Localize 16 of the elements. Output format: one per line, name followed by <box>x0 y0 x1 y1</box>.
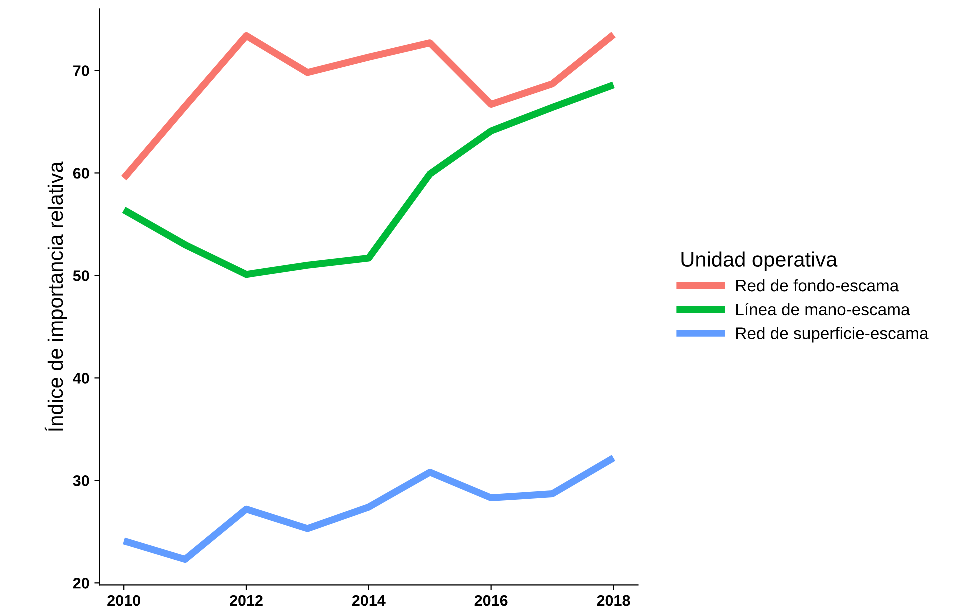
x-tick-label: 2012 <box>230 595 263 606</box>
y-tick-label: 70 <box>74 66 90 76</box>
legend-title: Unidad operativa <box>682 252 838 272</box>
x-tick-label: 2018 <box>597 595 630 606</box>
y-tick-label: 50 <box>73 270 90 282</box>
y-tick-label: 40 <box>73 373 90 384</box>
x-tick-label: 2016 <box>474 595 508 606</box>
legend-label: Línea de mano-escama <box>736 303 910 316</box>
legend-label: Red de fondo-escama <box>736 279 900 292</box>
y-tick-label: 60 <box>73 168 90 179</box>
y-tick-label: 30 <box>73 476 90 486</box>
y-tick-label: 20 <box>73 578 90 589</box>
legend-label: Red de superficie-escama <box>736 327 929 343</box>
y-axis-title: Índice de importancia relativa <box>44 162 68 432</box>
x-tick-label: 2014 <box>352 595 386 606</box>
x-tick-label: 2010 <box>108 595 140 606</box>
